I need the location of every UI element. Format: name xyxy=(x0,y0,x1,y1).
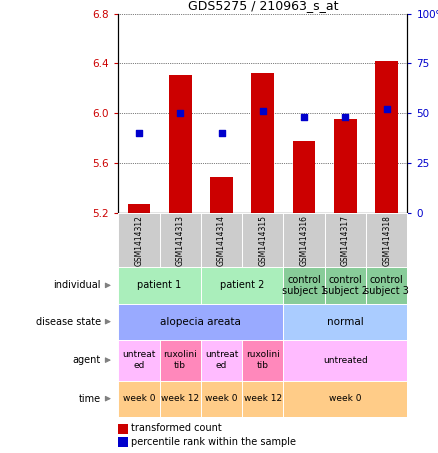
Text: alopecia areata: alopecia areata xyxy=(160,317,241,327)
Text: GSM1414318: GSM1414318 xyxy=(382,215,391,265)
Text: GSM1414313: GSM1414313 xyxy=(176,215,185,265)
Text: ruxolini
tib: ruxolini tib xyxy=(246,351,280,370)
Text: normal: normal xyxy=(327,317,364,327)
Bar xyxy=(293,140,315,213)
Text: percentile rank within the sample: percentile rank within the sample xyxy=(131,437,297,447)
Text: patient 2: patient 2 xyxy=(220,280,265,290)
Text: control
subject 3: control subject 3 xyxy=(364,275,409,296)
Text: week 12: week 12 xyxy=(244,394,282,403)
Text: untreat
ed: untreat ed xyxy=(122,351,155,370)
Text: time: time xyxy=(78,394,101,404)
Text: patient 1: patient 1 xyxy=(138,280,182,290)
Bar xyxy=(169,75,191,213)
Text: GSM1414314: GSM1414314 xyxy=(217,215,226,265)
Bar xyxy=(334,120,357,213)
Point xyxy=(177,110,184,117)
Text: untreated: untreated xyxy=(323,356,368,365)
Text: week 0: week 0 xyxy=(205,394,238,403)
Title: GDS5275 / 210963_s_at: GDS5275 / 210963_s_at xyxy=(187,0,338,12)
Text: ruxolini
tib: ruxolini tib xyxy=(163,351,197,370)
Bar xyxy=(118,424,128,434)
Text: transformed count: transformed count xyxy=(131,423,222,433)
Text: agent: agent xyxy=(73,355,101,365)
Point xyxy=(259,108,266,115)
Text: control
subject 2: control subject 2 xyxy=(323,275,368,296)
Bar xyxy=(375,61,398,213)
Point xyxy=(218,130,225,137)
Text: GSM1414312: GSM1414312 xyxy=(134,215,143,265)
Text: control
subject 1: control subject 1 xyxy=(282,275,327,296)
Bar xyxy=(210,177,233,213)
Text: week 12: week 12 xyxy=(161,394,199,403)
Bar xyxy=(127,204,150,213)
Point xyxy=(300,114,307,121)
Text: week 0: week 0 xyxy=(123,394,155,403)
Text: GSM1414316: GSM1414316 xyxy=(300,215,309,265)
Bar xyxy=(118,437,128,447)
Point xyxy=(383,106,390,113)
Text: disease state: disease state xyxy=(35,317,101,327)
Text: individual: individual xyxy=(53,280,101,290)
Text: GSM1414315: GSM1414315 xyxy=(258,215,267,265)
Point xyxy=(342,114,349,121)
Text: week 0: week 0 xyxy=(329,394,362,403)
Point xyxy=(135,130,142,137)
Text: untreat
ed: untreat ed xyxy=(205,351,238,370)
Text: GSM1414317: GSM1414317 xyxy=(341,215,350,265)
Bar xyxy=(251,73,274,213)
